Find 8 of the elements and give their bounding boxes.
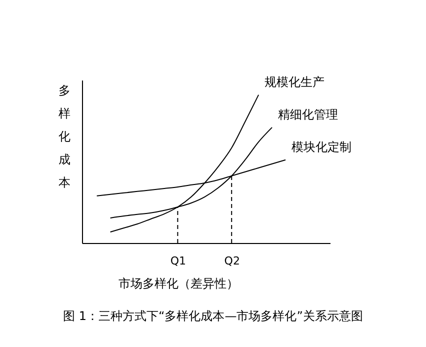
x-tick-label: Q1	[170, 254, 186, 268]
y-axis-title: 多样化成本	[58, 84, 70, 190]
x-axis-title: 市场多样化（差异性）	[118, 276, 238, 290]
x-tick-label: Q2	[224, 254, 240, 268]
series-label: 规模化生产	[264, 74, 325, 89]
caption: 图 1：三种方式下“多样化成本—市场多样化”关系示意图	[63, 309, 363, 323]
series-label: 精细化管理	[278, 107, 338, 122]
series-label: 模块化定制	[292, 140, 352, 154]
